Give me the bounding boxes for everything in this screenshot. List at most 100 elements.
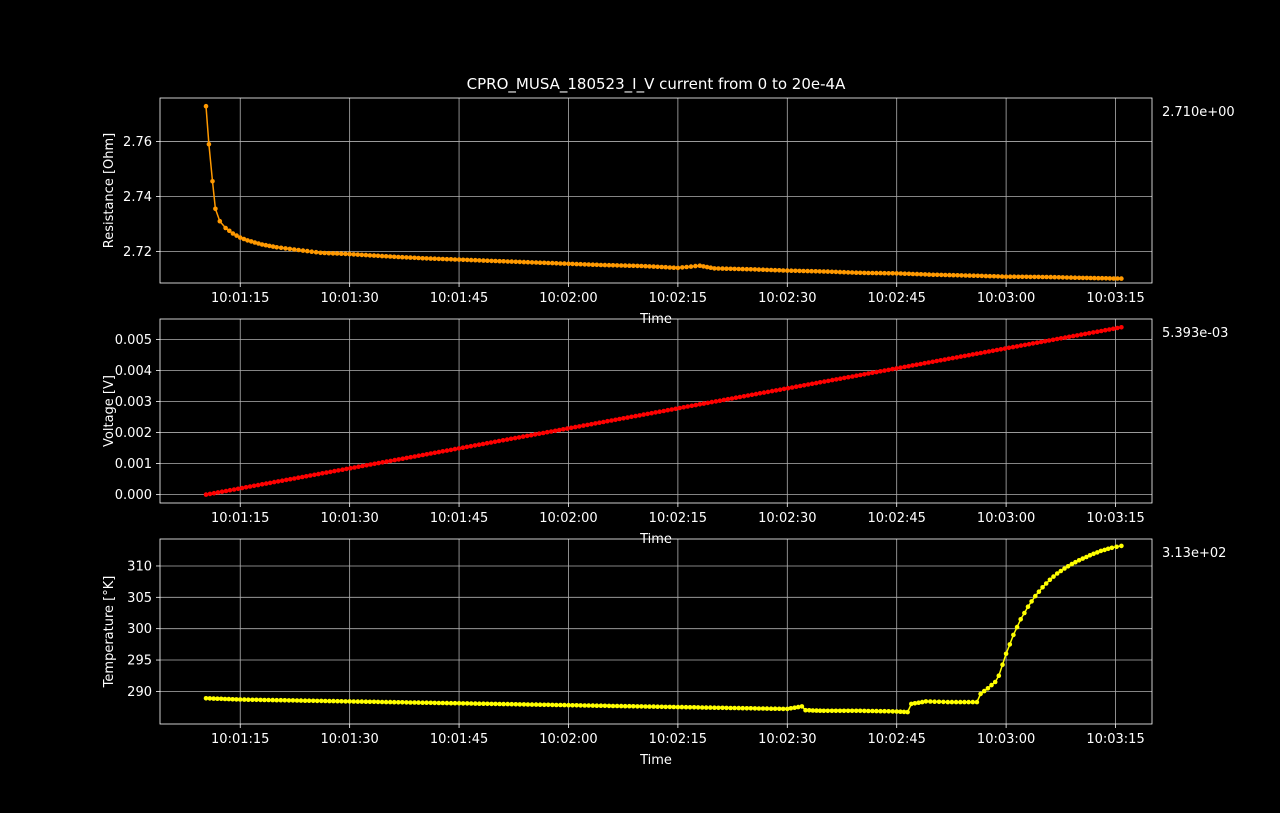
data-point [837, 269, 843, 275]
data-point [210, 179, 215, 184]
data-point [477, 258, 482, 263]
data-point [926, 272, 932, 277]
data-point [1047, 577, 1053, 583]
data-point [649, 410, 654, 416]
data-point [974, 351, 980, 357]
data-point [665, 407, 670, 413]
data-point [720, 266, 725, 271]
data-point [894, 366, 899, 371]
x-tick-label: 10:02:15 [649, 511, 707, 526]
data-point [621, 416, 626, 421]
data-point [1087, 553, 1093, 558]
data-point [237, 235, 243, 240]
data-point [424, 256, 429, 261]
data-point [262, 697, 267, 703]
data-point [874, 270, 879, 276]
data-point [996, 673, 1002, 678]
data-point [1014, 344, 1020, 349]
data-point [223, 225, 228, 231]
data-point [481, 258, 486, 263]
data-point [284, 477, 289, 483]
data-point [562, 702, 567, 708]
data-point [862, 708, 867, 714]
data-point [1036, 274, 1041, 280]
data-point [680, 265, 685, 270]
data-point [326, 250, 332, 256]
data-point [695, 705, 701, 710]
data-point [351, 699, 357, 704]
data-point [627, 263, 632, 269]
data-point [1115, 276, 1120, 281]
data-point [540, 430, 546, 436]
data-point [512, 435, 518, 441]
data-point [505, 259, 511, 264]
data-point [278, 697, 284, 703]
data-point [932, 699, 937, 704]
data-point [793, 384, 799, 390]
data-point [585, 422, 590, 428]
data-point [955, 273, 960, 278]
data-point [870, 270, 875, 276]
data-point [1064, 275, 1070, 280]
data-point [376, 460, 381, 466]
x-tick-label: 10:02:30 [758, 732, 816, 747]
data-point [685, 404, 690, 409]
data-point [263, 481, 269, 486]
data-point [994, 347, 1000, 353]
data-point [1016, 274, 1021, 280]
data-point [989, 682, 994, 688]
data-point [866, 270, 871, 276]
data-point [1073, 559, 1078, 565]
data-point [384, 459, 389, 464]
data-point [544, 429, 550, 435]
data-point [826, 378, 831, 384]
data-point [412, 255, 417, 261]
data-point [606, 703, 612, 709]
data-point [601, 419, 606, 425]
data-point [1046, 338, 1052, 343]
data-point [845, 708, 851, 714]
data-point [1068, 275, 1074, 280]
data-point [237, 697, 243, 702]
data-point [1054, 336, 1060, 342]
data-point [958, 699, 963, 705]
data-point [1003, 274, 1009, 280]
data-point [566, 702, 571, 708]
data-point [894, 709, 899, 714]
data-point [1011, 632, 1016, 638]
data-point [428, 451, 434, 456]
data-point [207, 696, 213, 701]
x-tick-label: 10:01:15 [211, 291, 269, 306]
data-point [525, 702, 531, 707]
data-point [1038, 339, 1044, 345]
data-point [639, 263, 644, 269]
data-point [945, 699, 951, 705]
data-point [606, 262, 612, 268]
data-point [1051, 574, 1056, 579]
data-point [331, 698, 336, 704]
data-point [448, 257, 454, 262]
data-point [1103, 276, 1109, 281]
data-point [1066, 334, 1072, 340]
data-point [408, 454, 414, 460]
data-point [737, 394, 743, 400]
data-point [930, 359, 935, 365]
data-point [992, 679, 998, 685]
data-point [520, 434, 526, 439]
data-point [853, 708, 859, 714]
data-point [1060, 275, 1066, 280]
data-point [756, 267, 762, 272]
data-point [830, 377, 835, 383]
data-point [476, 442, 482, 448]
data-point [681, 405, 686, 410]
data-point [785, 268, 790, 273]
data-point [857, 708, 863, 714]
data-point [274, 697, 280, 703]
data-point [651, 264, 656, 269]
data-point [914, 271, 920, 277]
data-point [769, 388, 775, 394]
data-point [1003, 651, 1009, 657]
data-point [793, 268, 798, 274]
data-point [1091, 551, 1096, 557]
data-point [211, 696, 216, 701]
